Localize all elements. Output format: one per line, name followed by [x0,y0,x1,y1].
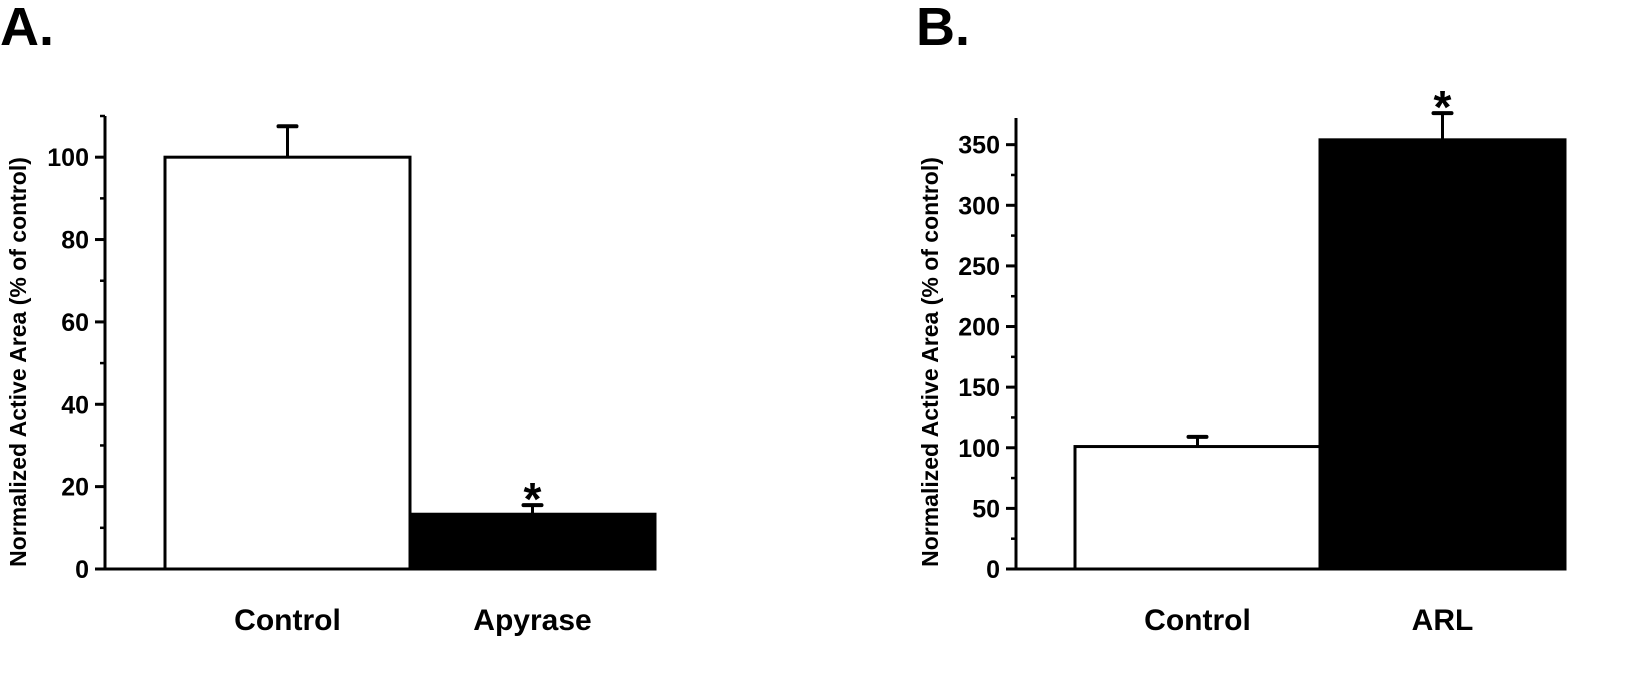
y-tick-label: 20 [61,474,89,502]
y-tick-label: 80 [61,227,89,255]
significance-asterisk: * [1434,81,1452,133]
y-tick-label: 100 [47,144,89,172]
panel-label-a: A. [0,0,54,57]
y-tick-label: 0 [986,556,1000,584]
x-tick-label: Control [1144,604,1251,637]
y-tick-label: 100 [958,435,1000,463]
y-tick-label: 350 [958,132,1000,160]
bar-control [1073,445,1322,571]
x-tick-label: Apyrase [473,604,591,637]
y-tick-label: 250 [958,253,1000,281]
y-tick-label: 300 [958,192,1000,220]
x-tick-label: ARL [1412,604,1474,637]
y-axis-label-a: Normalized Active Area (% of control) [5,157,31,567]
y-tick-label: 200 [958,314,1000,342]
y-tick-label: 150 [958,374,1000,402]
y-tick-label: 60 [61,309,89,337]
y-tick-label: 40 [61,391,89,419]
panel-b: B. Normalized Active Area (% of control)… [916,0,1567,637]
y-tick-label: 50 [972,495,1000,523]
bar-control [163,155,412,571]
significance-asterisk: * [524,473,542,525]
panel-label-b: B. [916,0,970,57]
y-axis-label-b: Normalized Active Area (% of control) [917,157,943,567]
y-tick-label: 0 [75,556,89,584]
bar-apyrase [408,512,657,571]
bar-arl [1318,138,1567,571]
x-tick-label: Control [234,604,341,637]
panel-a: A. Normalized Active Area (% of control)… [0,0,657,637]
